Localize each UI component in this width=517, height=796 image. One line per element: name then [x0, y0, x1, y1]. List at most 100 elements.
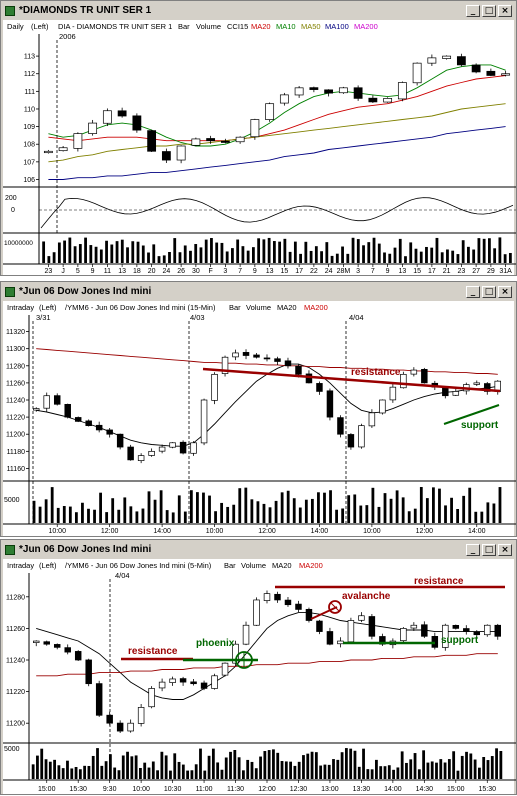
x-tick-label: 28M: [337, 268, 351, 275]
volume-bar: [419, 251, 423, 263]
y-tick-label: 11320: [6, 329, 25, 336]
volume-bar: [189, 250, 192, 263]
volume-bar: [366, 769, 370, 779]
candle: [337, 417, 344, 435]
volume-bar: [207, 755, 211, 779]
volume-bar: [430, 247, 434, 263]
volume-bar: [256, 501, 260, 523]
close-button[interactable]: ×: [498, 285, 512, 298]
volume-bar: [389, 498, 393, 523]
x-tick-label: 9: [91, 268, 95, 275]
volume-bar: [231, 248, 234, 263]
cci-line: [40, 197, 514, 229]
volume-bar: [347, 495, 351, 523]
volume-bar: [446, 249, 449, 263]
volume-bar: [409, 242, 413, 263]
candle: [338, 87, 348, 94]
volume-bar: [340, 752, 344, 779]
window-titlebar[interactable]: *DIAMONDS TR UNIT SER 1 _ □ ×: [3, 3, 514, 18]
intraday-15min-chart-svg[interactable]: Intraday (Left) /YMM6 - Jun 06 Dow Jones…: [3, 301, 516, 536]
candle: [158, 446, 166, 452]
volume-bar: [425, 246, 428, 263]
candle: [324, 89, 334, 94]
volume-bar: [262, 503, 266, 523]
volume-bar: [320, 251, 323, 263]
chart-window-15min[interactable]: *Jun 06 Dow Jones Ind mini _ □ × Intrada…: [0, 281, 517, 537]
close-button[interactable]: ×: [498, 4, 512, 17]
resistance-trendline: [202, 367, 501, 393]
volume-bar: [117, 509, 121, 523]
volume-bar: [159, 490, 163, 523]
volume-bar: [204, 239, 208, 263]
volume-bar: [134, 755, 138, 779]
ma-line-ma50: [48, 103, 506, 163]
y-tick-label: 11240: [6, 398, 25, 405]
volume-bar: [44, 499, 48, 523]
volume-bar: [398, 238, 402, 263]
candle: [421, 624, 428, 637]
window-titlebar[interactable]: *Jun 06 Dow Jones Ind mini _ □ ×: [3, 542, 514, 557]
candle: [410, 624, 418, 629]
volume-bar: [252, 247, 255, 263]
candle: [456, 56, 466, 66]
volume-bar: [283, 238, 287, 263]
volume-bar: [414, 248, 418, 263]
volume-bar: [229, 751, 232, 779]
volume-bar: [444, 505, 447, 523]
volume-tick-label: 10000000: [4, 240, 33, 247]
chart-window-diamonds[interactable]: *DIAMONDS TR UNIT SER 1 _ □ × Daily (Lef…: [0, 0, 517, 276]
volume-bar: [224, 757, 228, 779]
volume-bar: [104, 761, 108, 779]
intraday-5min-chart-svg[interactable]: Intraday (Left) /YMM6 - Jun 06 Dow Jones…: [3, 559, 516, 794]
close-button[interactable]: ×: [498, 543, 512, 556]
volume-bar: [246, 250, 250, 263]
session-label: 4/04: [115, 571, 130, 580]
header-label: Intraday: [7, 303, 34, 312]
candle: [74, 417, 82, 422]
volume-bar: [314, 246, 318, 263]
window-titlebar[interactable]: *Jun 06 Dow Jones Ind mini _ □ ×: [3, 284, 514, 299]
chart-area[interactable]: Intraday (Left) /YMM6 - Jun 06 Dow Jones…: [3, 301, 516, 536]
avalanche-marker: [328, 600, 342, 614]
volume-bar: [87, 765, 91, 779]
volume-bar: [417, 769, 421, 779]
minimize-button[interactable]: _: [466, 543, 480, 556]
header-label: DIA - DIAMONDS TR UNIT SER 1: [58, 22, 172, 31]
x-tick-label: 9: [386, 268, 390, 275]
volume-bar: [293, 765, 297, 779]
chart-window-5min[interactable]: *Jun 06 Dow Jones Ind mini _ □ × Intrada…: [0, 539, 517, 795]
resistance-annotation-left: resistance: [128, 646, 178, 657]
chart-area[interactable]: Daily (Left) DIA - DIAMONDS TR UNIT SER …: [3, 20, 516, 275]
volume-bar: [280, 761, 284, 779]
volume-bar: [325, 242, 329, 263]
minimize-button[interactable]: _: [466, 285, 480, 298]
candle: [452, 625, 460, 629]
candle: [337, 640, 344, 645]
maximize-button[interactable]: □: [482, 543, 496, 556]
volume-bar: [503, 254, 507, 263]
minimize-button[interactable]: _: [466, 4, 480, 17]
volume-bar: [289, 761, 292, 779]
volume-bar: [267, 237, 271, 263]
volume-bar: [304, 499, 308, 523]
maximize-button[interactable]: □: [482, 4, 496, 17]
header-label: Bar: [224, 561, 236, 570]
y-tick-label: 11200: [6, 721, 25, 728]
volume-bar: [353, 750, 357, 779]
x-tick-label: 7: [371, 268, 375, 275]
volume-bar: [263, 751, 267, 779]
candle: [305, 608, 313, 621]
volume-bar: [130, 756, 134, 779]
chart-area[interactable]: Intraday (Left) /YMM6 - Jun 06 Dow Jones…: [3, 559, 516, 794]
volume-bar: [199, 748, 202, 779]
volume-bar: [439, 759, 443, 779]
volume-bar: [426, 762, 430, 779]
candle: [242, 352, 250, 356]
daily-chart-svg[interactable]: Daily (Left) DIA - DIAMONDS TR UNIT SER …: [3, 20, 516, 275]
x-tick-label: 26: [177, 268, 185, 275]
volume-bar: [356, 239, 360, 263]
maximize-button[interactable]: □: [482, 285, 496, 298]
session-label: 2006: [59, 32, 76, 41]
volume-bar: [486, 502, 490, 523]
volume-bar: [160, 751, 164, 779]
